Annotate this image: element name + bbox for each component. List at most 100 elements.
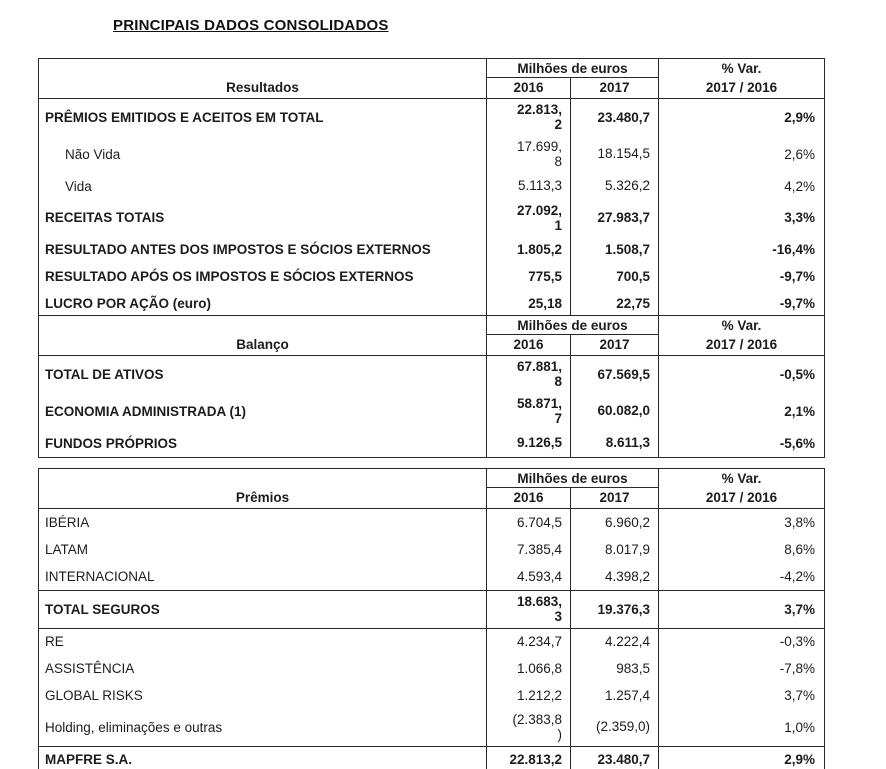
var-header: % Var. [721, 318, 762, 333]
value-var: 3,3% [784, 210, 815, 226]
value-var: 1,0% [784, 719, 815, 735]
row-label: ECONOMIA ADMINISTRADA (1) [39, 392, 487, 430]
value-var: -5,6% [779, 435, 815, 451]
value-2016: 1.805,2 [487, 236, 571, 264]
table-row: IBÉRIA 6.704,5 6.960,2 3,8% [39, 509, 824, 536]
value-var: -16,4% [772, 242, 815, 258]
value-var: 2,9% [784, 109, 815, 125]
year-headers: 2016 2017 [487, 488, 658, 508]
value-2016: 22.813,2 [487, 746, 571, 769]
table-row: Não Vida 17.699, 8 18.154,5 2,6% [39, 135, 824, 173]
value-2017: 67.569,5 [571, 356, 659, 393]
value-2016: 4.593,4 [487, 563, 571, 590]
col-header-2017: 2017 [599, 490, 630, 505]
value-var: -7,8% [779, 660, 815, 676]
value-2017: 8.611,3 [571, 429, 659, 457]
row-label: LUCRO POR AÇÃO (euro) [39, 290, 487, 318]
value-2017: 19.376,3 [571, 591, 659, 628]
var-column-header: % Var. 2017 / 2016 [659, 469, 824, 508]
row-label: TOTAL SEGUROS [39, 591, 487, 628]
year-columns-header: Milhões de euros 2016 2017 [487, 469, 659, 508]
value-2016: 27.092, 1 [487, 199, 571, 237]
table-row: ASSISTÊNCIA 1.066,8 983,5 -7,8% [39, 654, 824, 682]
col-header-2016: 2016 [487, 488, 571, 508]
var-header: % Var. [721, 61, 762, 76]
table-balanco-header: Balanço Milhões de euros 2016 2017 % Var… [39, 316, 824, 356]
value-2017: 8.017,9 [571, 536, 659, 563]
row-label: RECEITAS TOTAIS [39, 199, 487, 237]
table-title: Prêmios [39, 469, 487, 508]
row-label: LATAM [39, 536, 487, 563]
value-2016: 67.881, 8 [487, 356, 571, 393]
value-var: -9,7% [779, 269, 815, 285]
page-title: PRINCIPAIS DADOS CONSOLIDADOS [113, 17, 389, 34]
value-2016: 17.699, 8 [487, 135, 571, 173]
row-label: Holding, eliminações e outras [39, 708, 487, 746]
table-title: Balanço [39, 316, 487, 355]
value-var: 8,6% [784, 542, 815, 557]
value-2016: 9.126,5 [487, 429, 571, 457]
year-headers: 2016 2017 [487, 335, 658, 355]
group-header-millions: Milhões de euros [487, 469, 658, 488]
value-2017: 27.983,7 [571, 199, 659, 237]
value-2017: 23.480,7 [571, 99, 659, 136]
row-label: PRÊMIOS EMITIDOS E ACEITOS EM TOTAL [39, 99, 487, 136]
row-label: RE [39, 628, 487, 655]
value-2016: 7.385,4 [487, 536, 571, 563]
value-2016: 6.704,5 [487, 509, 571, 536]
var-column-header: % Var. 2017 / 2016 [659, 59, 824, 98]
value-2016: 22.813, 2 [487, 99, 571, 136]
col-header-2016: 2016 [487, 335, 571, 355]
year-headers: 2016 2017 [487, 78, 658, 98]
row-label: Vida [39, 172, 487, 200]
value-var: 2,6% [784, 146, 815, 162]
value-2017: 23.480,7 [571, 746, 659, 769]
table-row: PRÊMIOS EMITIDOS E ACEITOS EM TOTAL 22.8… [39, 99, 824, 136]
value-var: 2,1% [784, 403, 815, 419]
table-row: MAPFRE S.A. 22.813,2 23.480,7 2,9% [39, 745, 824, 769]
row-label: RESULTADO ANTES DOS IMPOSTOS E SÓCIOS EX… [39, 236, 487, 264]
table-resultados-body: PRÊMIOS EMITIDOS E ACEITOS EM TOTAL 22.8… [39, 99, 824, 318]
table-title: Resultados [39, 59, 487, 98]
row-label: FUNDOS PRÓPRIOS [39, 429, 487, 457]
table-row: RESULTADO APÓS OS IMPOSTOS E SÓCIOS EXTE… [39, 263, 824, 291]
value-2017: 1.257,4 [571, 681, 659, 709]
var-subheader: 2017 / 2016 [705, 80, 778, 95]
row-label: MAPFRE S.A. [39, 746, 487, 769]
value-2017: 6.960,2 [571, 509, 659, 536]
table-row: LATAM 7.385,4 8.017,9 8,6% [39, 536, 824, 563]
value-2017: 60.082,0 [571, 392, 659, 430]
col-header-2017: 2017 [599, 337, 630, 352]
table-row: INTERNACIONAL 4.593,4 4.398,2 -4,2% [39, 563, 824, 590]
value-2016: 775,5 [487, 263, 571, 291]
table-row: RE 4.234,7 4.222,4 -0,3% [39, 627, 824, 655]
table-row: Holding, eliminações e outras (2.383,8 )… [39, 708, 824, 746]
value-2016: 18.683, 3 [487, 591, 571, 628]
value-2016: 25,18 [487, 290, 571, 318]
col-header-2017: 2017 [599, 80, 630, 95]
var-subheader: 2017 / 2016 [705, 337, 778, 352]
table-premios: Prêmios Milhões de euros 2016 2017 % Var… [38, 468, 825, 769]
table-balanco: Balanço Milhões de euros 2016 2017 % Var… [38, 315, 825, 458]
value-2017: 4.398,2 [571, 563, 659, 590]
value-var: 3,7% [784, 687, 815, 703]
row-label: RESULTADO APÓS OS IMPOSTOS E SÓCIOS EXTE… [39, 263, 487, 291]
table-row: RESULTADO ANTES DOS IMPOSTOS E SÓCIOS EX… [39, 236, 824, 264]
group-header-millions: Milhões de euros [487, 59, 658, 78]
year-columns-header: Milhões de euros 2016 2017 [487, 59, 659, 98]
row-label: ASSISTÊNCIA [39, 654, 487, 682]
value-2017: 18.154,5 [571, 135, 659, 173]
col-header-2016: 2016 [487, 78, 571, 98]
value-var: -0,3% [779, 634, 815, 650]
value-var: 3,7% [784, 601, 815, 617]
year-columns-header: Milhões de euros 2016 2017 [487, 316, 659, 355]
table-row: Vida 5.113,3 5.326,2 4,2% [39, 172, 824, 200]
table-row: TOTAL SEGUROS 18.683, 3 19.376,3 3,7% [39, 590, 824, 628]
var-column-header: % Var. 2017 / 2016 [659, 316, 824, 355]
value-var: -4,2% [779, 569, 815, 584]
table-row: FUNDOS PRÓPRIOS 9.126,5 8.611,3 -5,6% [39, 429, 824, 457]
value-2017: 983,5 [571, 654, 659, 682]
table-row: ECONOMIA ADMINISTRADA (1) 58.871, 7 60.0… [39, 392, 824, 430]
value-2016: 5.113,3 [487, 172, 571, 200]
